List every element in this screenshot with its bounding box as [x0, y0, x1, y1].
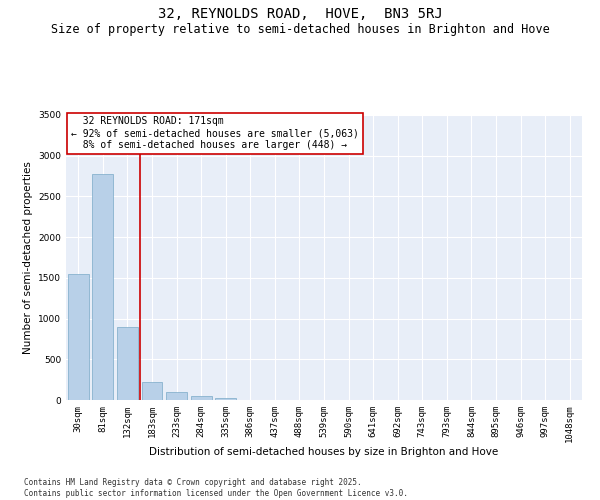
Bar [191, 396, 212, 400]
Bar [117, 326, 138, 400]
X-axis label: Distribution of semi-detached houses by size in Brighton and Hove: Distribution of semi-detached houses by … [149, 446, 499, 456]
Text: Size of property relative to semi-detached houses in Brighton and Hove: Size of property relative to semi-detach… [50, 22, 550, 36]
Y-axis label: Number of semi-detached properties: Number of semi-detached properties [23, 161, 32, 354]
Bar [68, 274, 89, 400]
Bar [166, 392, 187, 400]
Bar [92, 174, 113, 400]
Text: Contains HM Land Registry data © Crown copyright and database right 2025.
Contai: Contains HM Land Registry data © Crown c… [24, 478, 408, 498]
Text: 32 REYNOLDS ROAD: 171sqm
← 92% of semi-detached houses are smaller (5,063)
  8% : 32 REYNOLDS ROAD: 171sqm ← 92% of semi-d… [71, 116, 359, 150]
Text: 32, REYNOLDS ROAD,  HOVE,  BN3 5RJ: 32, REYNOLDS ROAD, HOVE, BN3 5RJ [158, 8, 442, 22]
Bar [142, 382, 163, 400]
Bar [215, 398, 236, 400]
